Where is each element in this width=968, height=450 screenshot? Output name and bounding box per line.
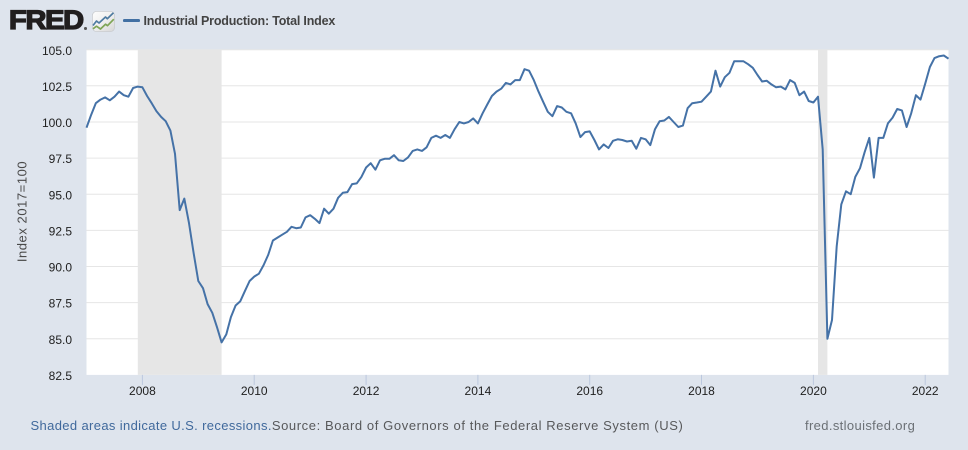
svg-text:82.5: 82.5 [49,369,73,383]
svg-text:2010: 2010 [241,384,268,398]
svg-text:2014: 2014 [465,384,492,398]
svg-text:2008: 2008 [129,384,156,398]
svg-text:2016: 2016 [576,384,603,398]
svg-text:85.0: 85.0 [49,333,73,347]
svg-text:105.0: 105.0 [42,44,72,58]
svg-text:2018: 2018 [688,384,715,398]
svg-text:102.5: 102.5 [42,80,72,94]
svg-text:2020: 2020 [800,384,827,398]
svg-text:90.0: 90.0 [49,261,73,275]
svg-text:2022: 2022 [912,384,939,398]
svg-text:97.5: 97.5 [49,152,73,166]
svg-text:Index 2017=100: Index 2017=100 [14,161,29,262]
svg-text:95.0: 95.0 [49,188,73,202]
svg-text:92.5: 92.5 [49,225,73,239]
svg-text:2012: 2012 [353,384,380,398]
svg-text:100.0: 100.0 [42,116,72,130]
svg-text:87.5: 87.5 [49,297,73,311]
